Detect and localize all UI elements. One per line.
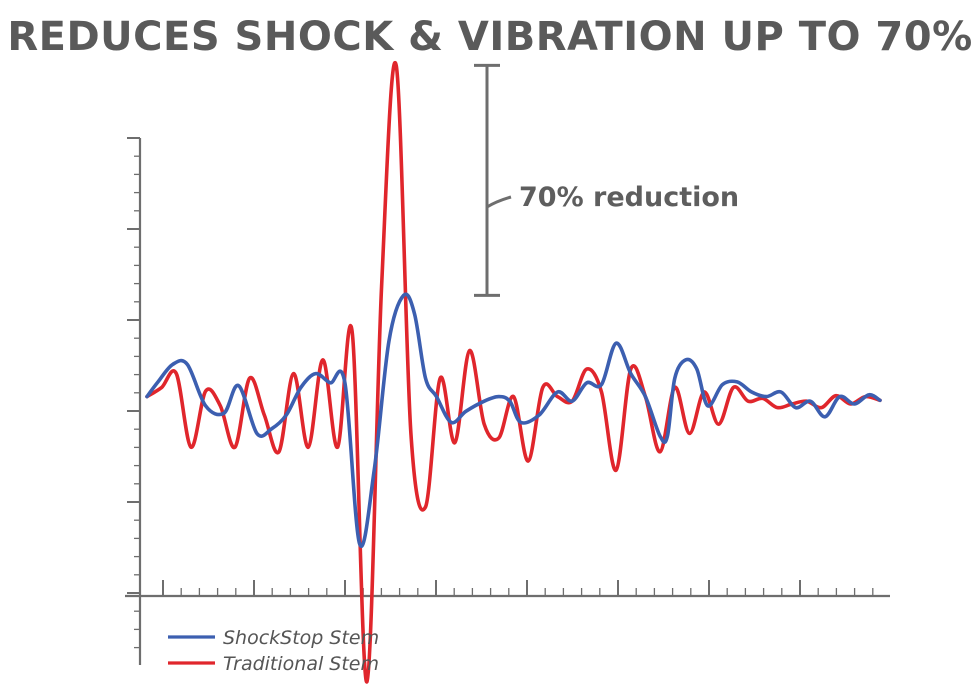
- series-line-traditional-stem: [145, 60, 882, 684]
- y-axis-ticks: [127, 137, 140, 649]
- legend: ShockStop Stem Traditional Stem: [168, 627, 379, 675]
- bracket-leader: [486, 195, 512, 209]
- legend-label: Traditional Stem: [223, 653, 379, 675]
- legend-label: ShockStop Stem: [223, 627, 379, 649]
- reduction-bracket: [474, 63, 512, 297]
- series-line-shockstop-stem: [145, 292, 882, 548]
- reduction-label: 70% reduction: [519, 182, 739, 213]
- x-axis-ticks: [162, 580, 874, 596]
- chart-title: REDUCES SHOCK & VIBRATION UP TO 70%: [7, 14, 973, 60]
